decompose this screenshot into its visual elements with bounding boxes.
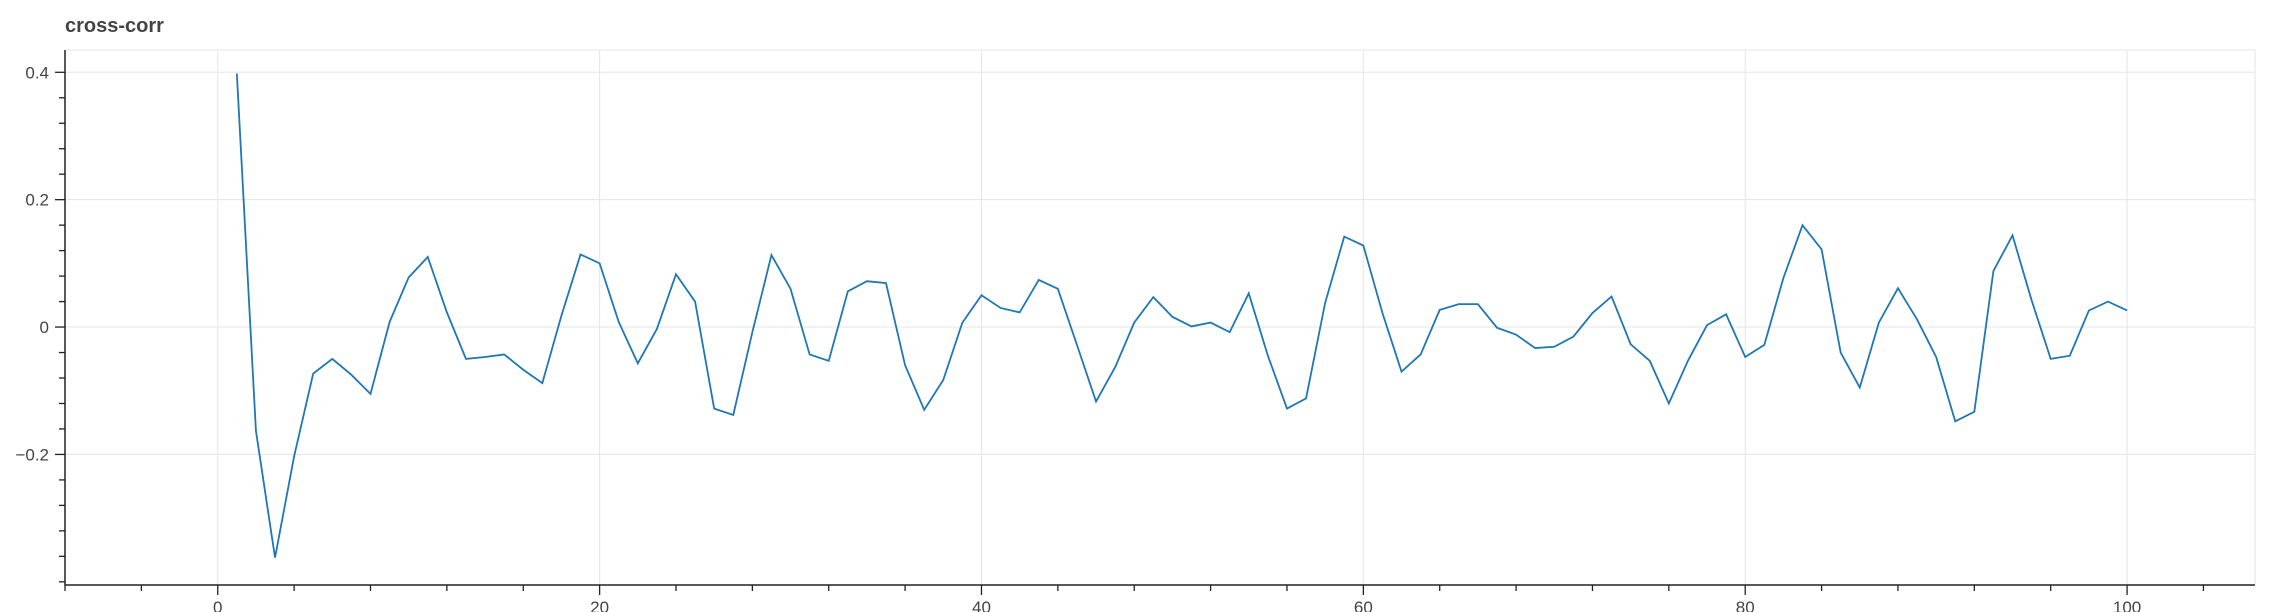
plot-frame bbox=[64, 49, 2256, 586]
y-tick-label: 0.2 bbox=[25, 191, 49, 210]
y-tick-label: −0.2 bbox=[15, 445, 49, 464]
x-tick-label: 60 bbox=[1354, 598, 1373, 612]
chart-title: cross-corr bbox=[65, 15, 164, 37]
x-tick-label: 100 bbox=[2113, 598, 2141, 612]
x-tick-label: 40 bbox=[972, 598, 991, 612]
y-tick-label: 0.4 bbox=[25, 63, 49, 82]
y-tick-label: 0 bbox=[40, 318, 49, 337]
series-line bbox=[235, 73, 2128, 558]
x-tick-label: 0 bbox=[213, 598, 222, 612]
x-tick-label: 80 bbox=[1736, 598, 1755, 612]
x-tick-label: 20 bbox=[590, 598, 609, 612]
